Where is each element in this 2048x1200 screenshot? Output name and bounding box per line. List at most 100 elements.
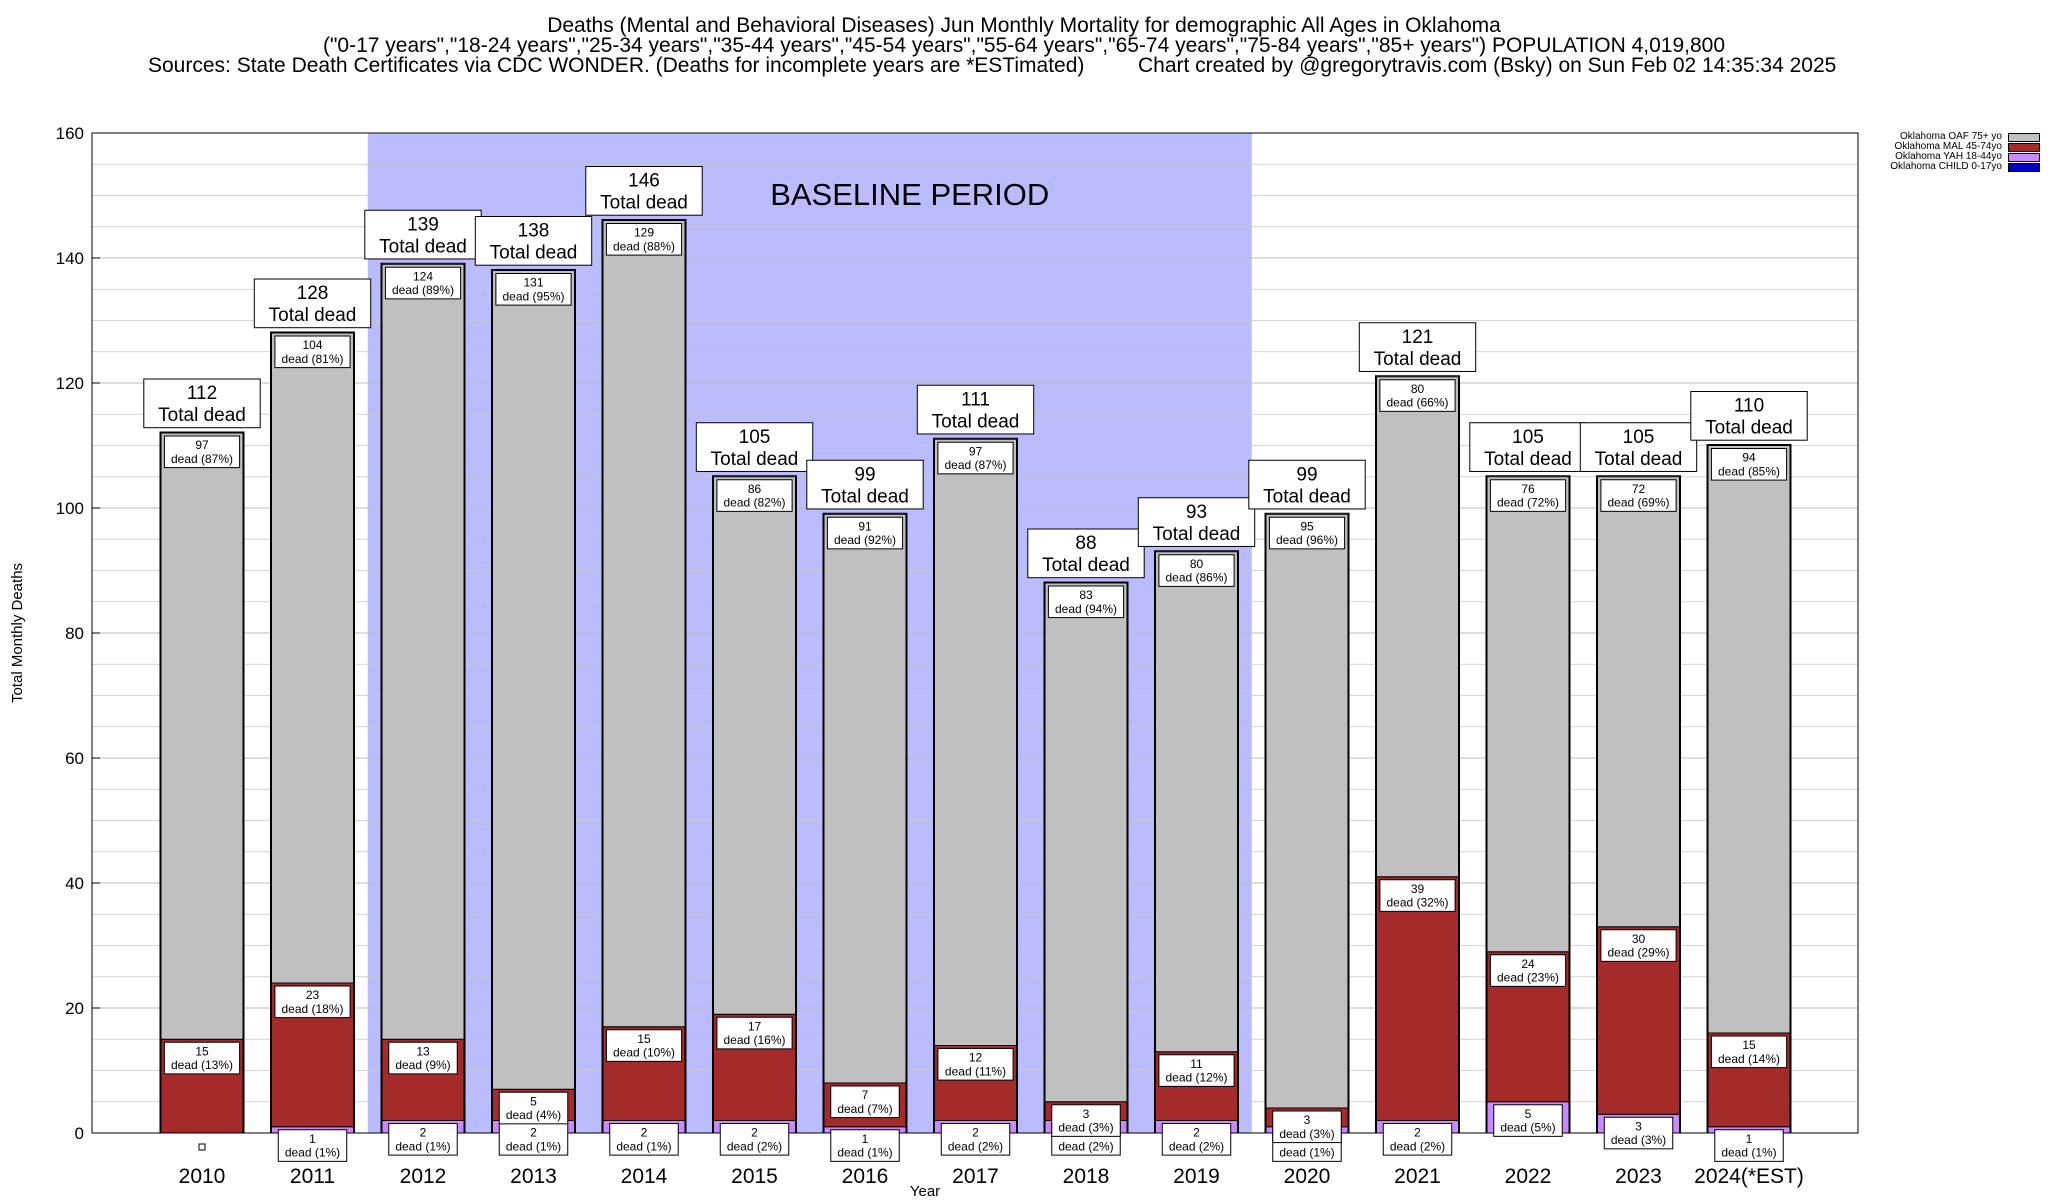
bar-segment-oaf [1044, 582, 1128, 1103]
segment-label-box [1161, 1123, 1232, 1156]
total-label: Total dead [379, 236, 467, 257]
total-label: Total dead [490, 243, 578, 264]
x-tick-label: 2015 [731, 1165, 778, 1188]
segment-label: 24 [1521, 957, 1535, 971]
segment-label: 3 [1304, 1113, 1311, 1127]
x-tick-label: 2011 [290, 1165, 335, 1188]
segment-label: 11 [1190, 1057, 1203, 1071]
bar-segment-oaf [1155, 551, 1238, 1053]
total-label: Total dead [1705, 418, 1793, 439]
segment-label: 3 [1083, 1107, 1090, 1121]
x-tick-label: 2020 [1284, 1165, 1331, 1188]
total-label-box [364, 209, 482, 260]
total-label: Total dead [158, 405, 246, 426]
segment-label: 72 [1632, 482, 1646, 496]
segment-label-box [1600, 479, 1677, 512]
bar-segment-oaf [160, 432, 244, 1040]
segment-label: dead (96%) [1276, 533, 1338, 547]
y-axis-label: Total Monthly Deaths [9, 563, 26, 703]
segment-label: dead (82%) [723, 496, 785, 510]
segment-label: 1 [862, 1132, 869, 1146]
segment-label: dead (95%) [502, 289, 564, 303]
segment-label: 2 [530, 1126, 537, 1140]
segment-label: 131 [523, 276, 543, 290]
segment-label: 1 [309, 1132, 316, 1146]
segment-label-box [277, 1129, 348, 1162]
segment-label: 13 [416, 1044, 430, 1058]
x-tick-label: 2023 [1615, 1165, 1662, 1188]
segment-label: 95 [1300, 519, 1314, 533]
total-label: Total dead [600, 193, 688, 214]
x-tick-label: 2022 [1505, 1165, 1552, 1188]
total-label: 110 [1734, 396, 1764, 417]
total-label: 146 [628, 171, 660, 192]
segment-label: dead (11%) [945, 1064, 1006, 1078]
total-label: 99 [854, 464, 875, 485]
legend-item: Oklahoma YAH 18-44yo [1880, 152, 2040, 162]
segment-label: 7 [862, 1088, 869, 1102]
segment-label-box [1379, 879, 1456, 912]
total-label: Total dead [1042, 555, 1130, 576]
segment-label: dead (4%) [506, 1108, 561, 1122]
segment-label-box [384, 266, 462, 300]
segment-label-box [498, 1091, 569, 1125]
total-label: 105 [1623, 427, 1655, 448]
segment-label: dead (16%) [723, 1033, 785, 1047]
segment-label: dead (1%) [1279, 1146, 1334, 1160]
segment-label: dead (89%) [392, 283, 454, 297]
segment-label: dead (10%) [613, 1046, 675, 1060]
segment-label: dead (12%) [1165, 1071, 1227, 1085]
segment-label-box [830, 1085, 900, 1119]
total-label: 105 [739, 427, 771, 448]
segment-label: 17 [748, 1019, 762, 1033]
segment-label: dead (9%) [395, 1058, 450, 1072]
x-tick-label: 2024(*EST) [1694, 1165, 1804, 1188]
segment-label: 97 [195, 438, 209, 452]
total-label-box [1248, 459, 1366, 510]
segment-label: 5 [1525, 1107, 1532, 1121]
segment-label: 2 [1414, 1126, 1421, 1140]
segment-label-box [605, 223, 683, 256]
segment-label: dead (7%) [837, 1102, 892, 1116]
total-label: Total dead [932, 411, 1020, 432]
segment-label: dead (87%) [944, 458, 1006, 472]
total-label: 128 [297, 283, 329, 304]
total-label-box [143, 378, 261, 429]
total-label: 111 [961, 389, 990, 410]
segment-label: dead (85%) [1718, 464, 1780, 478]
segment-label: dead (29%) [1607, 946, 1669, 960]
y-tick-label: 0 [75, 1124, 84, 1143]
segment-label-box [1489, 479, 1567, 512]
legend-item: Oklahoma MAL 45-74yo [1880, 142, 2040, 152]
segment-label: 124 [413, 269, 433, 283]
segment-label-box [274, 335, 351, 369]
segment-label: dead (14%) [1718, 1052, 1780, 1066]
segment-label: 83 [1079, 588, 1093, 602]
segment-label: dead (2%) [1058, 1139, 1113, 1153]
segment-label: dead (3%) [1279, 1127, 1334, 1141]
segment-label-box [1489, 954, 1567, 987]
segment-label-box [609, 1123, 679, 1156]
total-label: 93 [1186, 502, 1207, 523]
segment-label-box [1158, 554, 1235, 587]
segment-label-box [1603, 1116, 1674, 1150]
chart-credit: Chart created by @gregorytravis.com (Bsk… [1138, 54, 1837, 77]
segment-label: dead (3%) [1611, 1133, 1666, 1147]
empty-marker [198, 1143, 206, 1151]
segment-label-box [163, 1041, 241, 1075]
total-label-box [695, 422, 814, 472]
legend-item: Oklahoma CHILD 0-17yo [1880, 162, 2040, 172]
segment-label-box [163, 435, 241, 469]
segment-label: dead (3%) [1058, 1121, 1113, 1135]
x-tick-label: 2019 [1173, 1165, 1220, 1188]
segment-label: dead (32%) [1386, 896, 1448, 910]
total-label: 139 [407, 214, 439, 235]
segment-label: dead (23%) [1497, 971, 1559, 985]
segment-label: 39 [1411, 882, 1425, 896]
bar-segment-oaf [1376, 376, 1459, 878]
segment-label: 80 [1411, 382, 1425, 396]
segment-label-box [1710, 1035, 1788, 1069]
segment-label: 129 [634, 226, 654, 240]
segment-label: dead (1%) [285, 1146, 340, 1160]
segment-label-box [1051, 1104, 1121, 1137]
